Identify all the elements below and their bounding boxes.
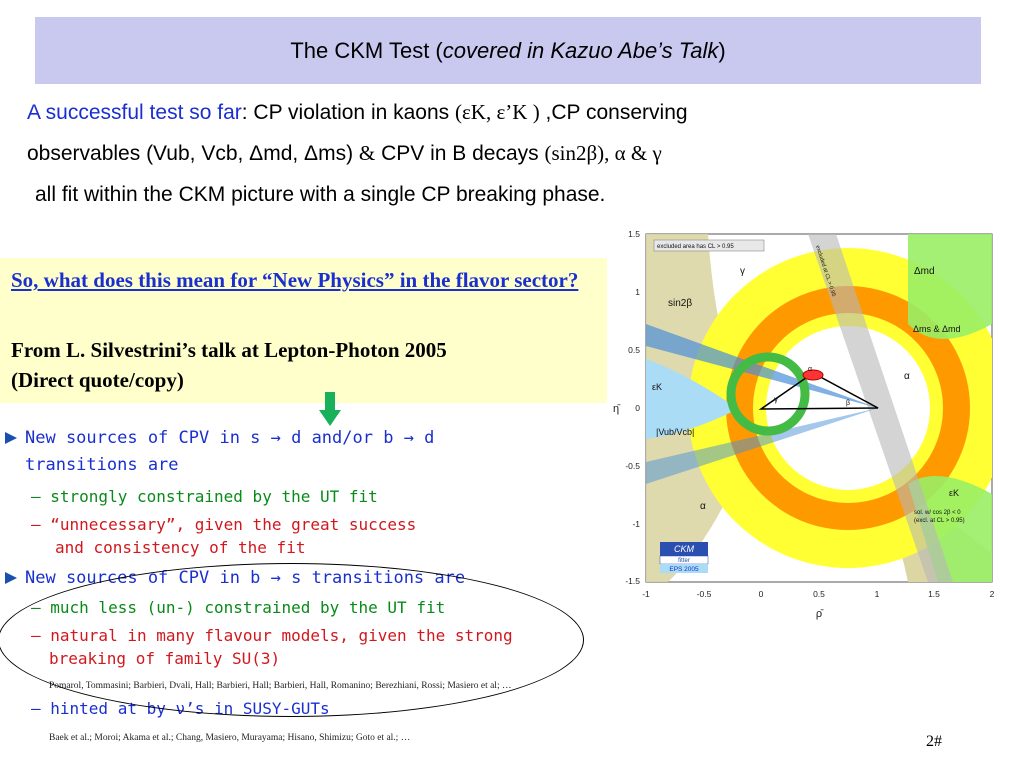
- dms-dmd-label: Δms & Δmd: [913, 324, 961, 334]
- dmd-band-top: [908, 234, 992, 339]
- vub-band-left: [646, 359, 738, 439]
- excluded-legend: [653, 239, 765, 252]
- sin2b-band-lower: [646, 408, 878, 484]
- sol-label-1: sol. w/ cos 2β < 0: [914, 510, 961, 516]
- intro-text: A successful test so far: CP violation i…: [27, 92, 987, 215]
- sol-label-2: (excl. at CL > 0.95): [914, 518, 965, 524]
- bullet-arrow-icon: [5, 572, 17, 584]
- dmd-band-bottom: [908, 476, 992, 582]
- beta-label-small: β: [846, 400, 850, 407]
- slide-title: The CKM Test (covered in Kazuo Abe’s Tal…: [290, 37, 726, 63]
- epsk-ring: [726, 352, 810, 436]
- bullet-1-sub-2-cont: and consistency of the fit: [55, 538, 306, 557]
- x-tick: -0.5: [697, 589, 712, 599]
- logo-text: CKM: [674, 544, 695, 554]
- y-tick: 0: [635, 403, 640, 413]
- alpha-label-right: α: [904, 371, 910, 382]
- bullet-1-cont: transitions are: [25, 455, 179, 475]
- y-tick: -1.5: [625, 576, 640, 586]
- alpha-label-left: α: [700, 501, 706, 512]
- reference-list-2: Baek et al.; Moroi; Akama et al.; Chang,…: [49, 733, 411, 743]
- y-tick: -1: [632, 519, 640, 529]
- sin2b-label: sin2β: [668, 298, 692, 309]
- sin2b-band-upper: [646, 324, 878, 408]
- gamma-label-top: γ: [740, 266, 745, 277]
- bullet-1-sub-2: – “unnecessary”, given the great success: [31, 515, 417, 534]
- x-tick: 1.5: [928, 589, 940, 599]
- intro-line-3: all fit within the CKM picture with a si…: [35, 183, 606, 206]
- y-tick: 0.5: [628, 345, 640, 355]
- intro-line-1: A successful test so far: CP violation i…: [27, 100, 688, 124]
- y-axis-label: η̄: [613, 403, 621, 415]
- epsk-label-bottom: εK: [949, 488, 959, 498]
- intro-line-2: observables (Vub, Vcb, Δmd, Δms) & CPV i…: [27, 141, 662, 165]
- intro-highlight: A successful test so far: [27, 101, 242, 124]
- quote-box: So, what does this mean for “New Physics…: [0, 258, 607, 403]
- x-tick: 0: [759, 589, 764, 599]
- gamma-label-small: γ: [774, 395, 778, 404]
- logo-subtext: EPS 2005: [669, 566, 699, 573]
- alpha-label-small: α: [808, 366, 812, 373]
- y-tick: 1: [635, 287, 640, 297]
- x-tick: -1: [642, 589, 650, 599]
- bullet-arrow-icon: [5, 432, 17, 444]
- title-bar: The CKM Test (covered in Kazuo Abe’s Tal…: [35, 17, 981, 84]
- apex-region: [802, 369, 824, 381]
- quote-question: So, what does this mean for “New Physics…: [11, 268, 579, 292]
- unitarity-triangle: [758, 372, 879, 410]
- y-tick: 1.5: [628, 229, 640, 239]
- dmd-label: Δmd: [914, 266, 935, 277]
- bullet-1-sub-1: – strongly constrained by the UT fit: [31, 487, 378, 506]
- ckm-fit-plot: 1.5 1 0.5 0 -0.5 -1 -1.5 -1 -0.5 0 0.5 1…: [613, 229, 995, 620]
- legend-text: excluded area has CL > 0.95: [657, 244, 734, 250]
- logo-text-mid: fitter: [678, 558, 690, 564]
- epsk-label-top: εK: [652, 382, 662, 392]
- down-arrow-icon: [319, 392, 341, 426]
- vub-label: |Vub/Vcb|: [656, 427, 694, 437]
- x-axis-label: ρ̄: [816, 608, 824, 620]
- quote-source: From L. Silvestrini’s talk at Lepton-Pho…: [11, 338, 447, 392]
- highlight-ellipse: [0, 563, 584, 717]
- x-tick: 2: [990, 589, 995, 599]
- excluded-band: [808, 234, 953, 582]
- x-tick: 0.5: [813, 589, 825, 599]
- page-number: 2#: [926, 733, 942, 750]
- ckmfitter-logo: CKM fitter EPS 2005: [659, 542, 709, 573]
- x-tick: 1: [875, 589, 880, 599]
- y-tick: -0.5: [625, 461, 640, 471]
- bullet-1: New sources of CPV in s → d and/or b → d: [5, 428, 434, 448]
